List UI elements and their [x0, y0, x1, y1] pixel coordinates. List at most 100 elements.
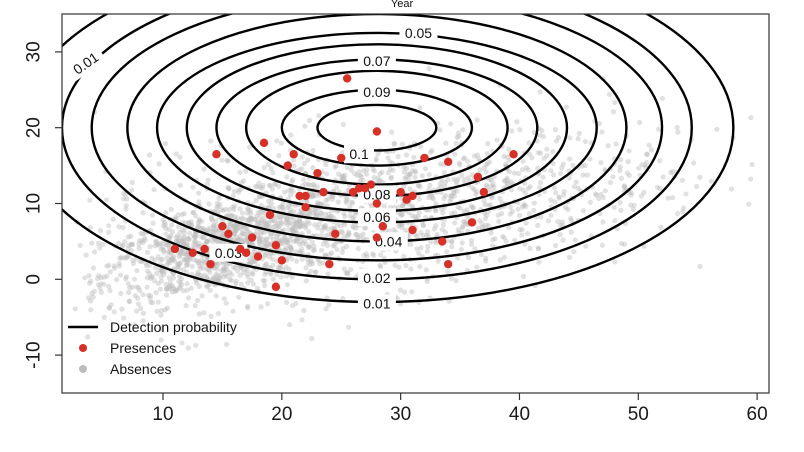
absence-point: [245, 305, 251, 311]
absence-point: [618, 157, 624, 163]
absence-point: [270, 256, 276, 262]
absence-point: [270, 276, 276, 282]
presence-point: [319, 187, 328, 197]
absence-point: [162, 141, 168, 147]
absence-point: [565, 206, 571, 213]
presence-point: [372, 233, 382, 242]
absence-point: [512, 237, 518, 243]
absence-point: [481, 165, 487, 171]
absence-point: [447, 198, 453, 205]
absence-point: [507, 211, 513, 217]
absence-point: [211, 222, 217, 228]
absence-point: [312, 222, 318, 228]
absence-point: [253, 183, 259, 189]
absence-point: [557, 232, 563, 238]
absence-point: [748, 115, 754, 121]
legend-label: Absences: [110, 361, 171, 377]
absence-point: [198, 260, 205, 267]
absence-point: [289, 227, 295, 233]
x-tick-label: 60: [747, 404, 768, 425]
contour-label-bg: [357, 294, 396, 313]
absence-point: [208, 313, 214, 319]
absence-point: [310, 247, 316, 253]
absence-point: [191, 233, 197, 239]
absence-point: [675, 211, 681, 217]
absence-point: [124, 196, 130, 202]
absence-point: [566, 175, 572, 181]
absence-point: [173, 151, 179, 157]
absence-point: [306, 210, 312, 216]
absence-point: [218, 272, 224, 278]
absence-point: [181, 256, 187, 262]
absence-point: [287, 237, 293, 243]
absence-point: [271, 224, 277, 230]
absence-point: [228, 222, 234, 228]
absence-point: [236, 237, 242, 243]
absence-point: [537, 150, 544, 156]
absence-point: [551, 185, 558, 191]
presence-point: [253, 252, 263, 261]
absence-point: [302, 238, 308, 244]
absence-point: [287, 220, 293, 226]
absence-point: [107, 288, 113, 294]
absence-point: [205, 177, 211, 183]
absence-point: [155, 242, 161, 248]
absence-point: [309, 192, 315, 198]
absence-point: [470, 185, 476, 191]
absence-point: [231, 224, 237, 230]
absence-point: [201, 166, 207, 172]
absence-point: [288, 246, 294, 252]
absence-point: [195, 243, 201, 249]
absence-point: [201, 259, 207, 265]
absence-point: [238, 180, 245, 186]
absence-point: [98, 289, 104, 295]
absence-point: [282, 235, 288, 241]
absence-point: [680, 205, 687, 211]
absence-point: [329, 196, 335, 202]
absence-point: [406, 209, 412, 216]
absence-point: [334, 246, 340, 252]
absence-point: [317, 261, 323, 267]
absence-point: [140, 310, 146, 316]
absence-point: [438, 181, 444, 187]
absence-point: [626, 148, 632, 154]
absence-point: [129, 284, 135, 290]
absence-point: [483, 258, 489, 264]
absence-point: [160, 241, 166, 247]
absence-point: [147, 244, 153, 250]
absence-point: [537, 89, 543, 95]
absence-point: [126, 289, 132, 295]
absence-point: [377, 171, 383, 177]
absence-point: [407, 171, 413, 177]
absence-point: [445, 269, 451, 275]
absence-point: [523, 165, 530, 171]
absence-point: [670, 169, 676, 175]
absence-point: [95, 240, 101, 246]
absence-point: [276, 183, 282, 190]
absence-point: [531, 207, 537, 213]
absence-point: [612, 100, 618, 106]
absence-point: [286, 188, 292, 194]
absence-point: [495, 212, 501, 218]
contour-label-bg: [344, 145, 375, 164]
absence-point: [424, 248, 430, 254]
presence-point: [420, 153, 429, 163]
absence-point: [235, 225, 241, 232]
absence-point: [140, 292, 146, 298]
absence-point: [301, 177, 307, 183]
absence-point: [223, 300, 229, 306]
absence-point: [387, 159, 393, 165]
absence-point: [159, 256, 165, 263]
absence-point: [247, 240, 253, 246]
absence-point: [250, 281, 256, 287]
absence-point: [90, 265, 96, 271]
absence-point: [428, 149, 434, 155]
absence-point: [391, 140, 398, 146]
absence-point: [451, 176, 457, 182]
absence-point: [621, 241, 628, 247]
absence-point: [419, 173, 425, 179]
absence-point: [247, 260, 253, 266]
absence-point: [211, 276, 217, 282]
absence-point: [385, 170, 391, 176]
absence-point: [239, 210, 245, 216]
